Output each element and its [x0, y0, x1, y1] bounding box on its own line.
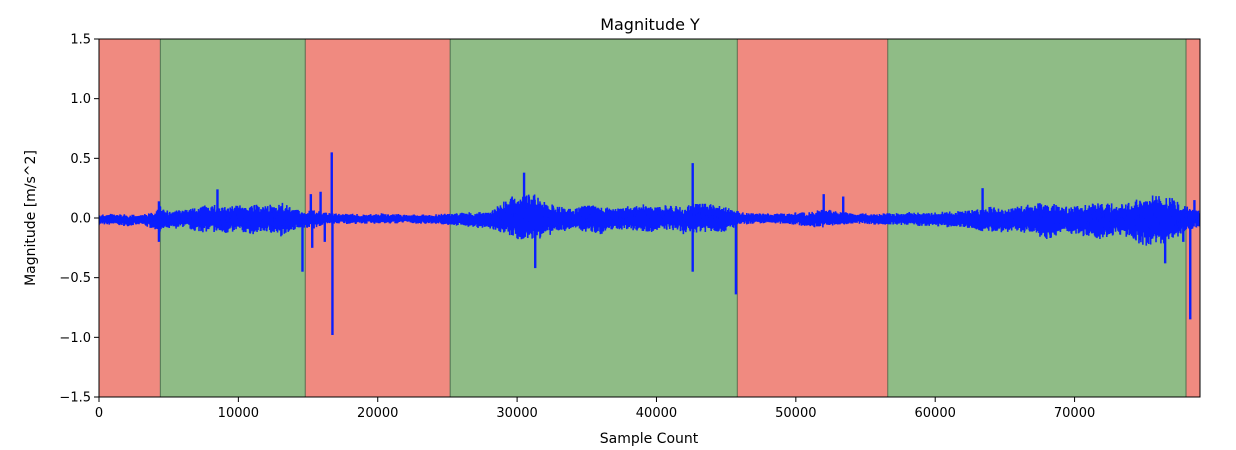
x-tick-label: 10000 [218, 406, 259, 421]
y-tick-label: 1.0 [70, 92, 91, 107]
x-axis: 0 10000 20000 30000 40000 50000 60000 70000 [95, 397, 1095, 421]
y-tick-label: 0.5 [70, 152, 91, 167]
x-tick-label: 70000 [1054, 406, 1095, 421]
y-tick-label: 0.0 [70, 212, 91, 227]
chart-title: Magnitude Y [600, 15, 700, 34]
x-tick-label: 0 [95, 406, 103, 421]
signal-trace [99, 205, 1200, 233]
y-axis: 1.5 1.0 0.5 0.0 −0.5 −1.0 −1.5 [59, 33, 99, 406]
x-axis-title: Sample Count [600, 431, 699, 447]
y-axis-title: Magnitude [m/s^2] [23, 150, 39, 286]
x-tick-label: 40000 [636, 406, 677, 421]
x-tick-label: 60000 [915, 406, 956, 421]
series-group [99, 152, 1200, 335]
x-tick-label: 30000 [496, 406, 537, 421]
y-tick-label: −1.0 [59, 331, 91, 346]
y-tick-label: 1.5 [70, 33, 91, 48]
x-tick-label: 20000 [357, 406, 398, 421]
x-tick-label: 50000 [775, 406, 816, 421]
y-tick-label: −0.5 [59, 271, 91, 286]
y-tick-label: −1.5 [59, 391, 91, 406]
